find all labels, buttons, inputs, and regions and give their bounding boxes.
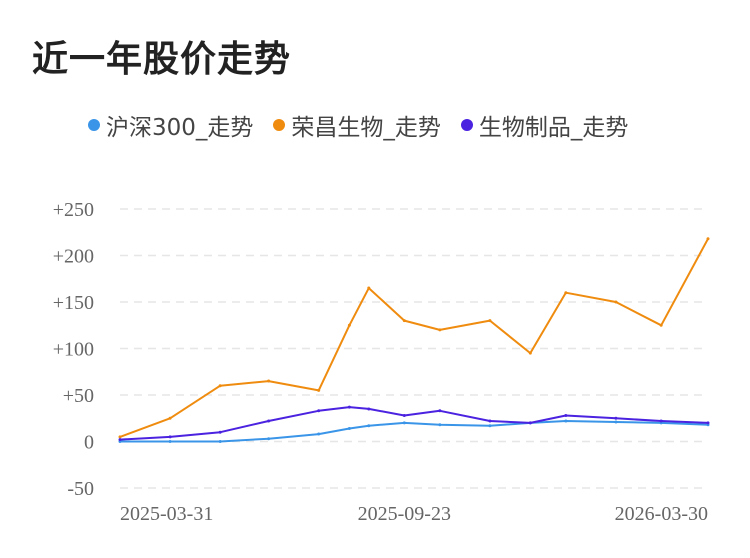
- data-point[interactable]: [488, 424, 492, 428]
- data-point[interactable]: [438, 328, 442, 332]
- data-point[interactable]: [564, 291, 568, 295]
- data-point[interactable]: [438, 423, 442, 427]
- data-point[interactable]: [659, 323, 663, 327]
- data-point[interactable]: [317, 388, 321, 392]
- data-point[interactable]: [367, 424, 371, 428]
- data-point[interactable]: [347, 405, 351, 409]
- data-point[interactable]: [218, 430, 222, 434]
- data-point[interactable]: [706, 421, 710, 425]
- data-point[interactable]: [438, 409, 442, 413]
- data-point[interactable]: [168, 435, 172, 439]
- y-tick-label: +200: [53, 246, 94, 268]
- data-point[interactable]: [614, 300, 618, 304]
- x-tick-label: 2026-03-30: [615, 503, 708, 525]
- data-point[interactable]: [659, 419, 663, 423]
- legend-item-company[interactable]: 荣昌生物_走势: [273, 108, 441, 142]
- legend: 沪深300_走势 荣昌生物_走势 生物制品_走势: [88, 108, 648, 142]
- data-point[interactable]: [118, 435, 122, 439]
- grid-layer: [120, 208, 708, 489]
- y-tick-label: +100: [53, 339, 94, 361]
- data-point[interactable]: [347, 426, 351, 430]
- legend-label-sector: 生物制品_走势: [478, 115, 629, 141]
- data-point[interactable]: [218, 384, 222, 388]
- data-point[interactable]: [347, 323, 351, 327]
- legend-label-hs300: 沪深300_走势: [106, 115, 254, 141]
- data-point[interactable]: [267, 379, 271, 383]
- x-tick-label: 2025-09-23: [358, 503, 451, 525]
- legend-dot-sector: [460, 119, 473, 131]
- data-point[interactable]: [564, 419, 568, 423]
- chart-title: 近一年股价走势: [32, 39, 292, 80]
- legend-dot-hs300: [88, 119, 100, 131]
- data-point[interactable]: [218, 440, 222, 443]
- x-tick-label: 2025-03-31: [120, 503, 213, 525]
- legend-label-company: 荣昌生物_走势: [291, 115, 441, 141]
- legend-item-sector[interactable]: 生物制品_走势: [460, 108, 629, 142]
- y-tick-label: +250: [53, 199, 94, 221]
- data-point[interactable]: [267, 437, 271, 441]
- data-point[interactable]: [488, 319, 492, 323]
- series-layer: [118, 237, 710, 443]
- y-tick-label: -50: [67, 478, 94, 500]
- x-axis: 2025-03-31 2025-09-23 2026-03-30: [120, 503, 708, 525]
- y-tick-label: 0: [84, 432, 94, 454]
- legend-dot-company: [273, 119, 286, 131]
- data-point[interactable]: [168, 440, 172, 443]
- data-point[interactable]: [488, 419, 492, 423]
- y-axis: +250 +200 +150 +100 +50 0 -50: [53, 199, 94, 500]
- data-point[interactable]: [402, 413, 406, 417]
- y-tick-label: +150: [53, 292, 94, 314]
- legend-item-hs300[interactable]: 沪深300_走势: [88, 108, 253, 142]
- data-point[interactable]: [564, 413, 568, 417]
- data-point[interactable]: [367, 407, 371, 411]
- series-line-1[interactable]: [119, 238, 709, 438]
- data-point[interactable]: [402, 421, 406, 425]
- data-point[interactable]: [317, 432, 321, 436]
- series-line-0[interactable]: [120, 420, 709, 443]
- data-point[interactable]: [118, 438, 122, 442]
- data-point[interactable]: [614, 416, 618, 420]
- data-point[interactable]: [402, 319, 406, 323]
- data-point[interactable]: [528, 351, 532, 355]
- data-point[interactable]: [317, 409, 321, 413]
- data-point[interactable]: [168, 416, 172, 420]
- data-point[interactable]: [528, 421, 532, 425]
- y-tick-label: +50: [63, 385, 94, 407]
- data-point[interactable]: [367, 286, 371, 290]
- data-point[interactable]: [706, 237, 710, 241]
- data-point[interactable]: [614, 420, 618, 424]
- data-point[interactable]: [267, 419, 271, 423]
